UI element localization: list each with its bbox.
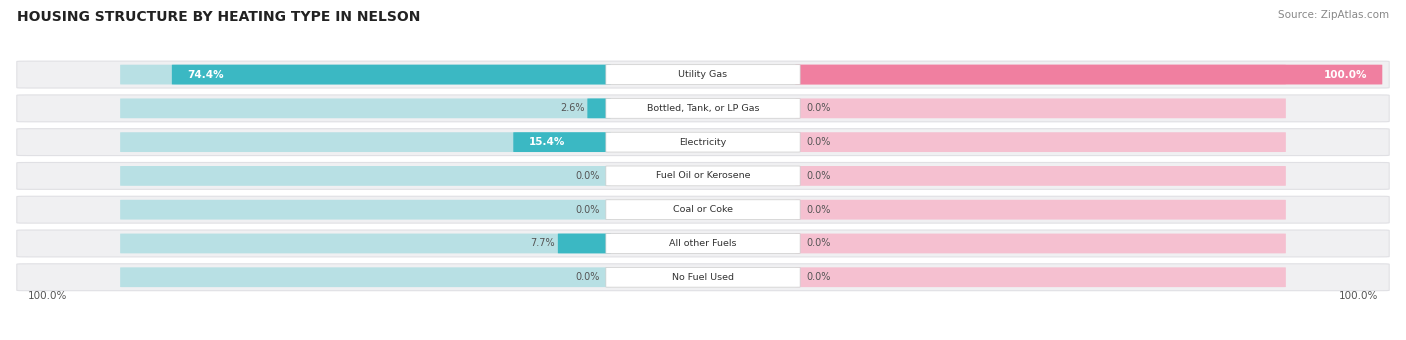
- Text: Bottled, Tank, or LP Gas: Bottled, Tank, or LP Gas: [647, 104, 759, 113]
- FancyBboxPatch shape: [120, 99, 610, 118]
- FancyBboxPatch shape: [796, 65, 1286, 84]
- FancyBboxPatch shape: [606, 132, 800, 152]
- FancyBboxPatch shape: [120, 234, 610, 253]
- FancyBboxPatch shape: [17, 264, 1389, 291]
- Text: 0.0%: 0.0%: [807, 103, 831, 113]
- FancyBboxPatch shape: [120, 200, 610, 220]
- Text: 100.0%: 100.0%: [1323, 70, 1367, 80]
- Text: 74.4%: 74.4%: [187, 70, 224, 80]
- Text: 0.0%: 0.0%: [575, 205, 599, 215]
- Text: Source: ZipAtlas.com: Source: ZipAtlas.com: [1278, 10, 1389, 20]
- FancyBboxPatch shape: [796, 234, 1286, 253]
- Text: 0.0%: 0.0%: [807, 137, 831, 147]
- FancyBboxPatch shape: [17, 163, 1389, 189]
- FancyBboxPatch shape: [606, 166, 800, 186]
- Text: No Fuel Used: No Fuel Used: [672, 273, 734, 282]
- FancyBboxPatch shape: [17, 196, 1389, 223]
- Text: 100.0%: 100.0%: [1339, 291, 1378, 301]
- Text: 15.4%: 15.4%: [529, 137, 565, 147]
- FancyBboxPatch shape: [17, 95, 1389, 122]
- Text: Fuel Oil or Kerosene: Fuel Oil or Kerosene: [655, 171, 751, 181]
- FancyBboxPatch shape: [513, 132, 610, 152]
- FancyBboxPatch shape: [606, 200, 800, 220]
- FancyBboxPatch shape: [588, 99, 610, 118]
- FancyBboxPatch shape: [606, 65, 800, 84]
- Text: Electricity: Electricity: [679, 138, 727, 147]
- FancyBboxPatch shape: [120, 166, 610, 186]
- Text: All other Fuels: All other Fuels: [669, 239, 737, 248]
- FancyBboxPatch shape: [796, 267, 1286, 287]
- Text: 0.0%: 0.0%: [807, 238, 831, 249]
- FancyBboxPatch shape: [17, 230, 1389, 257]
- FancyBboxPatch shape: [796, 200, 1286, 220]
- Text: Coal or Coke: Coal or Coke: [673, 205, 733, 214]
- Text: 0.0%: 0.0%: [807, 272, 831, 282]
- FancyBboxPatch shape: [606, 234, 800, 253]
- Text: 0.0%: 0.0%: [575, 272, 599, 282]
- FancyBboxPatch shape: [606, 267, 800, 287]
- FancyBboxPatch shape: [796, 99, 1286, 118]
- Text: 0.0%: 0.0%: [575, 171, 599, 181]
- Text: HOUSING STRUCTURE BY HEATING TYPE IN NELSON: HOUSING STRUCTURE BY HEATING TYPE IN NEL…: [17, 10, 420, 24]
- Text: 0.0%: 0.0%: [807, 171, 831, 181]
- FancyBboxPatch shape: [17, 61, 1389, 88]
- Text: 0.0%: 0.0%: [807, 205, 831, 215]
- FancyBboxPatch shape: [120, 65, 610, 84]
- FancyBboxPatch shape: [172, 65, 610, 84]
- FancyBboxPatch shape: [796, 132, 1286, 152]
- Text: 100.0%: 100.0%: [28, 291, 67, 301]
- Text: 7.7%: 7.7%: [530, 238, 555, 249]
- FancyBboxPatch shape: [606, 99, 800, 118]
- Text: 2.6%: 2.6%: [560, 103, 585, 113]
- FancyBboxPatch shape: [796, 65, 1382, 84]
- FancyBboxPatch shape: [796, 166, 1286, 186]
- FancyBboxPatch shape: [120, 132, 610, 152]
- FancyBboxPatch shape: [17, 129, 1389, 156]
- FancyBboxPatch shape: [558, 234, 610, 253]
- FancyBboxPatch shape: [120, 267, 610, 287]
- Text: Utility Gas: Utility Gas: [679, 70, 727, 79]
